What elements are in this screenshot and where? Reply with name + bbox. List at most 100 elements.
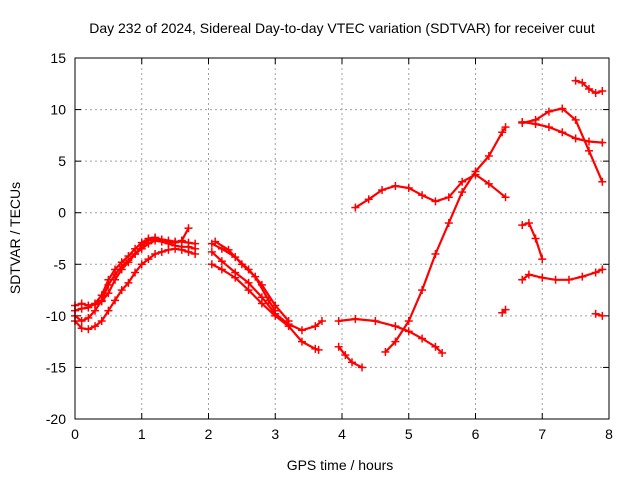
data-point	[371, 317, 380, 326]
data-point	[177, 236, 186, 245]
data-point	[334, 317, 343, 326]
data-point	[571, 115, 580, 124]
data-point	[91, 322, 100, 331]
series-line	[73, 247, 197, 331]
series-track-18	[518, 104, 607, 186]
data-point	[558, 104, 567, 113]
data-point	[404, 317, 413, 326]
x-tick-label: 4	[338, 426, 346, 442]
data-point	[317, 317, 326, 326]
data-point	[598, 87, 607, 96]
data-point	[518, 118, 527, 127]
data-point	[284, 317, 293, 326]
series-line	[214, 240, 277, 312]
data-point	[191, 244, 200, 253]
x-tick-label: 2	[205, 426, 213, 442]
data-point	[351, 203, 360, 212]
data-point	[217, 257, 226, 266]
data-point	[544, 107, 553, 116]
data-point	[524, 219, 533, 228]
data-series	[71, 76, 607, 372]
y-tick-label: 0	[58, 205, 66, 221]
data-point	[444, 219, 453, 228]
data-point	[111, 265, 120, 274]
x-tick-label: 6	[472, 426, 480, 442]
data-point	[584, 146, 593, 155]
data-point	[558, 128, 567, 137]
data-point	[378, 186, 387, 195]
data-point	[244, 286, 253, 295]
data-point	[538, 255, 547, 264]
series-track-17	[518, 117, 607, 147]
data-point	[498, 128, 507, 137]
data-point	[111, 296, 120, 305]
data-point	[91, 306, 100, 315]
chart-title: Day 232 of 2024, Sidereal Day-to-day VTE…	[89, 20, 595, 36]
data-point	[501, 193, 510, 202]
data-point	[538, 273, 547, 282]
series-track-5	[207, 260, 323, 354]
y-tick-label: -15	[46, 359, 66, 375]
data-point	[404, 327, 413, 336]
data-point	[544, 123, 553, 132]
data-point	[91, 299, 100, 308]
data-point	[591, 89, 600, 98]
data-point	[598, 177, 607, 186]
data-point	[157, 247, 166, 256]
data-point	[431, 342, 440, 351]
series-track-14	[518, 219, 547, 264]
data-point	[358, 363, 367, 372]
series-track-19	[571, 76, 607, 98]
data-point	[391, 322, 400, 331]
data-point	[151, 233, 160, 242]
data-point	[501, 305, 510, 314]
x-tick-label: 5	[405, 426, 413, 442]
data-point	[271, 306, 280, 315]
data-point	[438, 348, 447, 357]
data-point	[584, 137, 593, 146]
data-point	[84, 313, 93, 322]
data-point	[431, 249, 440, 258]
data-point	[144, 234, 153, 243]
data-point	[314, 345, 323, 354]
x-tick-label: 3	[271, 426, 279, 442]
data-point	[151, 249, 160, 258]
data-point	[207, 247, 216, 256]
data-point	[551, 275, 560, 284]
data-point	[484, 151, 493, 160]
data-point	[231, 268, 240, 277]
series-track-10	[334, 314, 447, 357]
series-line	[521, 221, 544, 261]
series-track-13	[498, 305, 510, 317]
data-point	[84, 325, 93, 334]
data-point	[257, 293, 266, 302]
data-point	[84, 303, 93, 312]
x-tick-label: 1	[138, 426, 146, 442]
data-point	[404, 183, 413, 192]
data-point	[518, 275, 527, 284]
data-point	[598, 265, 607, 274]
x-axis-label: GPS time / hours	[287, 457, 394, 473]
series-line	[210, 263, 320, 351]
series-line	[337, 345, 364, 369]
data-point	[458, 188, 467, 197]
data-point	[484, 179, 493, 188]
data-point	[184, 242, 193, 251]
series-track-1	[71, 244, 200, 334]
data-point	[584, 84, 593, 93]
data-point	[207, 260, 216, 269]
data-point	[211, 237, 220, 246]
data-point	[351, 314, 360, 323]
data-point	[348, 358, 357, 367]
data-point	[598, 138, 607, 147]
data-point	[164, 238, 173, 247]
data-point	[77, 304, 86, 313]
data-point	[391, 181, 400, 190]
data-point	[364, 195, 373, 204]
series-track-9	[334, 342, 367, 372]
data-point	[117, 258, 126, 267]
data-point	[418, 286, 427, 295]
data-point	[591, 309, 600, 318]
data-point	[334, 342, 343, 351]
data-point	[564, 275, 573, 284]
